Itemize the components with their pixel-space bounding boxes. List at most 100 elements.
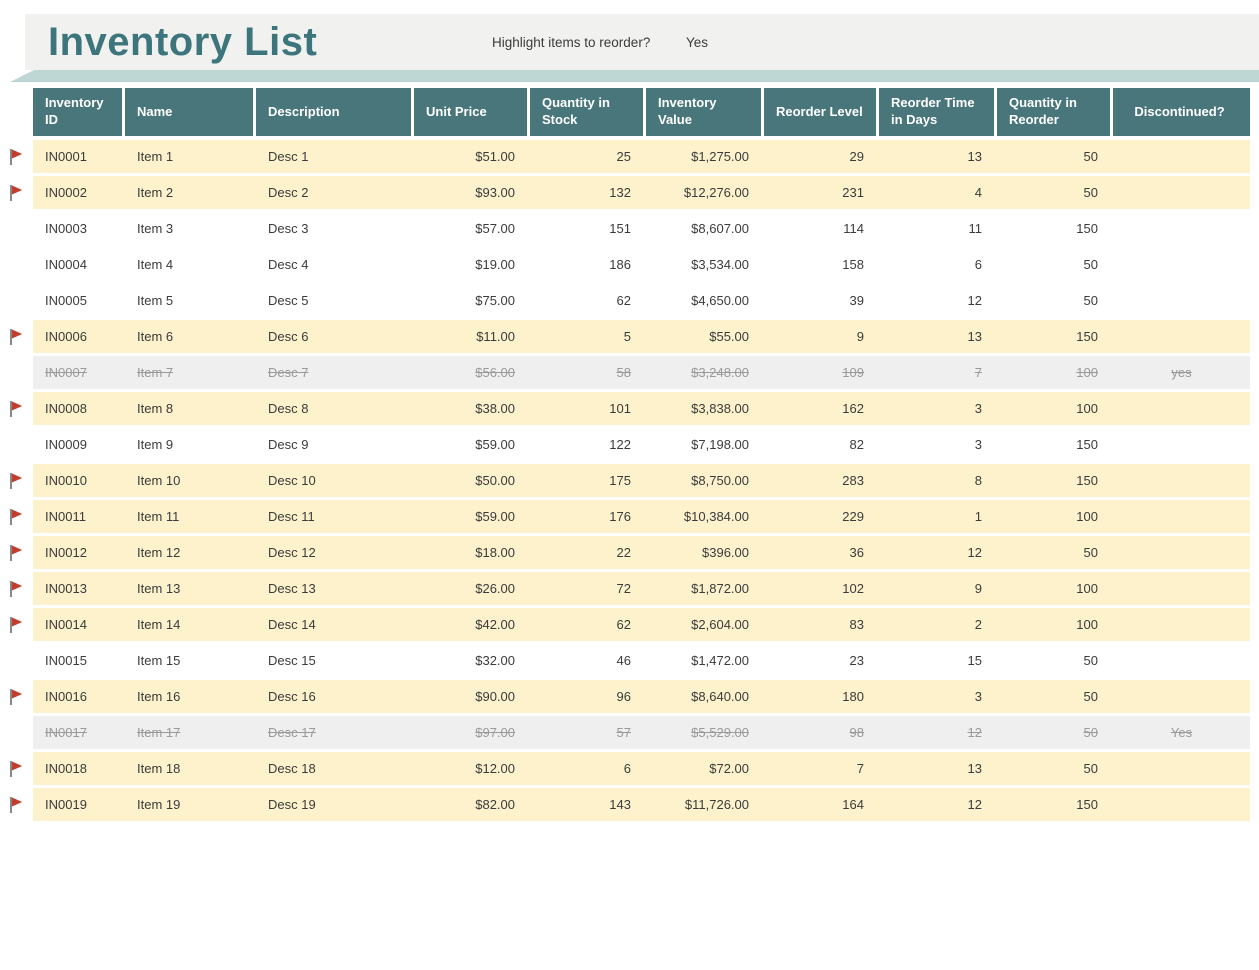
table-row[interactable]: IN0004 Item 4 Desc 4 $19.00 186 $3,534.00 158 6… [33,248,1250,281]
table-row[interactable]: IN0017 Item 17 Desc 17 $97.00 57 $5,529.00 98 1… [33,716,1250,749]
cell-reorder_level[interactable]: 283 [842,473,864,488]
cell-unit_price[interactable]: $51.00 [475,149,515,164]
cell-reorder_time_in_days[interactable]: 11 [968,221,983,236]
cell-quantity_in_reorder[interactable]: 50 [1083,185,1098,200]
cell-inventory_value[interactable]: $2,604.00 [691,617,749,632]
cell-inventory_value[interactable]: $3,838.00 [691,401,749,416]
cell-reorder_level[interactable]: 231 [842,185,864,200]
cell-reorder_time_in_days[interactable]: 4 [974,185,982,200]
column-header-quantity_in_stock[interactable]: Quantity in Stock [530,88,646,136]
cell-inventory_id[interactable]: IN0011 [45,509,86,524]
cell-name[interactable]: Item 17 [137,725,181,740]
cell-name[interactable]: Item 11 [137,509,180,524]
column-header-description[interactable]: Description [256,88,414,136]
cell-quantity_in_stock[interactable]: 6 [623,761,631,776]
cell-description[interactable]: Desc 7 [268,365,309,380]
cell-unit_price[interactable]: $57.00 [475,221,515,236]
cell-name[interactable]: Item 10 [137,473,181,488]
cell-reorder_time_in_days[interactable]: 15 [967,653,982,668]
cell-quantity_in_stock[interactable]: 25 [616,149,631,164]
cell-reorder_level[interactable]: 23 [849,653,864,668]
cell-quantity_in_stock[interactable]: 101 [609,401,631,416]
cell-quantity_in_stock[interactable]: 72 [616,581,631,596]
cell-name[interactable]: Item 8 [137,401,174,416]
cell-description[interactable]: Desc 2 [268,185,309,200]
cell-unit_price[interactable]: $26.00 [475,581,515,596]
cell-reorder_time_in_days[interactable]: 12 [967,293,982,308]
cell-inventory_id[interactable]: IN0005 [45,293,87,308]
cell-quantity_in_stock[interactable]: 176 [609,509,631,524]
cell-description[interactable]: Desc 4 [268,257,309,272]
cell-description[interactable]: Desc 13 [268,581,316,596]
table-row[interactable]: IN0001 Item 1 Desc 1 $51.00 25 $1,275.00 29 13 5… [10,140,1250,173]
cell-reorder_time_in_days[interactable]: 8 [974,473,982,488]
cell-quantity_in_stock[interactable]: 132 [609,185,631,200]
cell-quantity_in_reorder[interactable]: 50 [1083,149,1098,164]
cell-quantity_in_reorder[interactable]: 100 [1076,509,1098,524]
cell-inventory_id[interactable]: IN0012 [45,545,87,560]
cell-inventory_value[interactable]: $10,384.00 [683,509,749,524]
cell-quantity_in_reorder[interactable]: 100 [1076,401,1098,416]
cell-unit_price[interactable]: $82.00 [475,797,515,812]
cell-description[interactable]: Desc 19 [268,797,316,812]
cell-unit_price[interactable]: $93.00 [475,185,515,200]
cell-reorder_level[interactable]: 114 [843,221,864,236]
cell-reorder_time_in_days[interactable]: 13 [967,329,982,344]
cell-unit_price[interactable]: $50.00 [475,473,515,488]
table-row[interactable]: IN0005 Item 5 Desc 5 $75.00 62 $4,650.00 39 12 5… [33,284,1250,317]
cell-unit_price[interactable]: $32.00 [475,653,515,668]
table-row[interactable]: IN0010 Item 10 Desc 10 $50.00 175 $8,750.00 28… [10,464,1250,497]
cell-unit_price[interactable]: $90.00 [475,689,515,704]
cell-quantity_in_reorder[interactable]: 150 [1076,329,1098,344]
table-row[interactable]: IN0007 Item 7 Desc 7 $56.00 58 $3,248.00 109 7 1… [33,356,1250,389]
cell-quantity_in_stock[interactable]: 122 [609,437,631,452]
cell-reorder_time_in_days[interactable]: 2 [974,617,982,632]
cell-unit_price[interactable]: $12.00 [475,761,515,776]
cell-quantity_in_stock[interactable]: 143 [609,797,631,812]
cell-reorder_level[interactable]: 158 [842,257,864,272]
cell-name[interactable]: Item 5 [137,293,174,308]
cell-inventory_id[interactable]: IN0009 [45,437,87,452]
cell-quantity_in_reorder[interactable]: 100 [1076,617,1098,632]
cell-name[interactable]: Item 12 [137,545,181,560]
cell-quantity_in_stock[interactable]: 46 [616,653,631,668]
table-row[interactable]: IN0014 Item 14 Desc 14 $42.00 62 $2,604.00 83 2… [10,608,1250,641]
cell-reorder_time_in_days[interactable]: 7 [974,365,982,380]
cell-inventory_id[interactable]: IN0001 [45,149,87,164]
cell-inventory_value[interactable]: $72.00 [709,761,749,776]
column-header-quantity_in_reorder[interactable]: Quantity in Reorder [997,88,1113,136]
cell-quantity_in_reorder[interactable]: 150 [1076,797,1098,812]
cell-quantity_in_reorder[interactable]: 100 [1076,365,1098,380]
column-header-name[interactable]: Name [125,88,256,136]
cell-inventory_id[interactable]: IN0017 [45,725,87,740]
cell-quantity_in_reorder[interactable]: 100 [1076,581,1098,596]
cell-inventory_id[interactable]: IN0007 [45,365,87,380]
cell-inventory_value[interactable]: $396.00 [702,545,749,560]
cell-quantity_in_stock[interactable]: 5 [623,329,631,344]
cell-reorder_level[interactable]: 29 [849,149,864,164]
cell-reorder_level[interactable]: 39 [849,293,864,308]
cell-unit_price[interactable]: $59.00 [475,437,515,452]
cell-description[interactable]: Desc 9 [268,437,309,452]
cell-quantity_in_stock[interactable]: 22 [616,545,631,560]
cell-name[interactable]: Item 19 [137,797,181,812]
cell-inventory_id[interactable]: IN0013 [45,581,87,596]
cell-reorder_time_in_days[interactable]: 13 [967,149,982,164]
cell-reorder_level[interactable]: 36 [849,545,864,560]
cell-unit_price[interactable]: $38.00 [475,401,515,416]
cell-reorder_level[interactable]: 162 [842,401,864,416]
cell-unit_price[interactable]: $97.00 [475,725,515,740]
cell-description[interactable]: Desc 17 [268,725,316,740]
cell-unit_price[interactable]: $59.00 [475,509,515,524]
cell-description[interactable]: Desc 11 [268,509,315,524]
cell-quantity_in_reorder[interactable]: 50 [1083,761,1098,776]
cell-quantity_in_reorder[interactable]: 50 [1083,545,1098,560]
cell-unit_price[interactable]: $19.00 [475,257,515,272]
highlight-answer-cell[interactable]: Yes [686,35,709,50]
cell-reorder_time_in_days[interactable]: 6 [974,257,982,272]
cell-reorder_time_in_days[interactable]: 12 [967,797,982,812]
cell-description[interactable]: Desc 5 [268,293,309,308]
cell-reorder_time_in_days[interactable]: 12 [967,725,982,740]
cell-description[interactable]: Desc 18 [268,761,316,776]
cell-reorder_level[interactable]: 164 [842,797,864,812]
